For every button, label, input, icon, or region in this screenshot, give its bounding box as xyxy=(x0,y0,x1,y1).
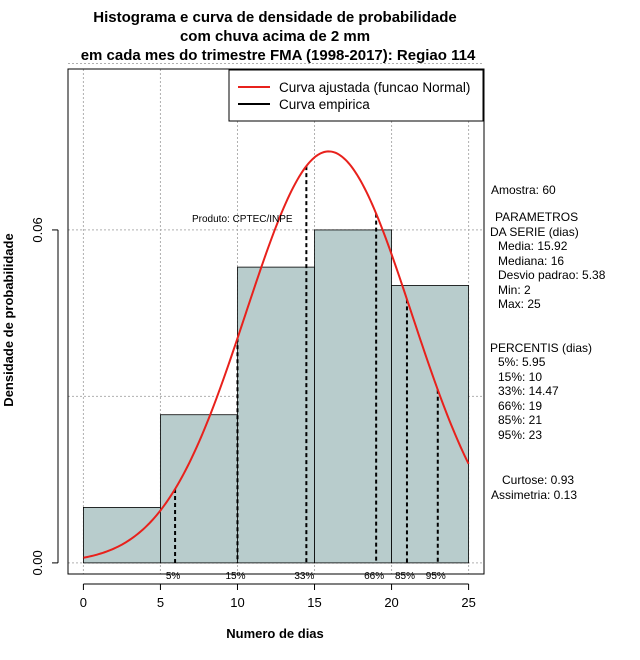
percentil-66: 66%: 19 xyxy=(498,399,542,413)
percentil-15: 15%: 10 xyxy=(498,370,542,384)
percentil-33: 33%: 14.47 xyxy=(498,384,559,398)
normal-curve xyxy=(83,150,470,559)
x-tick-label: 20 xyxy=(384,595,398,610)
product-annotation: Produto: CPTEC/INPE xyxy=(192,214,293,225)
x-tick-label: 10 xyxy=(230,595,244,610)
legend-box xyxy=(228,69,484,122)
legend-normal-label: Curva ajustada (funcao Normal) xyxy=(279,80,470,95)
chart-title-line-1: Histograma e curva de densidade de proba… xyxy=(93,9,456,26)
param-sd: Desvio padrao: 5.38 xyxy=(498,268,606,282)
histogram-bar xyxy=(391,285,469,564)
histogram-bar xyxy=(83,507,161,564)
side-panel: Amostra: 60 PARAMETROS DA SERIE (dias) M… xyxy=(490,183,606,502)
param-mean: Media: 15.92 xyxy=(498,239,568,253)
legend: Curva ajustada (funcao Normal) Curva emp… xyxy=(228,69,484,122)
percentile-lines: 5% 15% 33% 66% 85% 95% xyxy=(166,166,446,582)
chart-title-line-3: em cada mes do trimestre FMA (1998-2017)… xyxy=(81,47,476,64)
percentile-label: 33% xyxy=(294,571,314,582)
x-tick-label: 15 xyxy=(307,595,321,610)
sample-size: Amostra: 60 xyxy=(491,183,556,197)
legend-empirical-label: Curva empirica xyxy=(279,97,370,112)
chart-title-line-2: com chuva acima de 2 mm xyxy=(180,28,370,45)
percentile-label: 95% xyxy=(426,571,446,582)
x-tick-label: 25 xyxy=(461,595,475,610)
percentis-title: PERCENTIS (dias) xyxy=(490,341,592,355)
x-tick-label: 5 xyxy=(157,595,164,610)
params-title-1: PARAMETROS xyxy=(495,210,578,224)
y-axis-title: Densidade de probabilidade xyxy=(1,233,16,406)
density-curves xyxy=(83,150,470,559)
param-median: Mediana: 16 xyxy=(498,254,564,268)
percentil-85: 85%: 21 xyxy=(498,413,542,427)
y-tick-label: 0.06 xyxy=(30,217,45,242)
histogram-bar xyxy=(237,266,315,564)
percentile-label: 5% xyxy=(166,571,181,582)
percentile-label: 66% xyxy=(364,571,384,582)
x-axis-title: Numero de dias xyxy=(226,626,324,641)
percentil-5: 5%: 5.95 xyxy=(498,355,546,369)
curtose: Curtose: 0.93 xyxy=(502,473,574,487)
param-max: Max: 25 xyxy=(498,297,541,311)
y-tick-label: 0.00 xyxy=(30,550,45,575)
percentile-label: 15% xyxy=(225,571,245,582)
assimetria: Assimetria: 0.13 xyxy=(491,488,577,502)
params-title-2: DA SERIE (dias) xyxy=(490,225,579,239)
x-tick-label: 0 xyxy=(80,595,87,610)
percentile-label: 85% xyxy=(395,571,415,582)
plot-frame xyxy=(67,68,485,575)
histogram-bar xyxy=(314,229,392,564)
histogram-bar xyxy=(160,414,238,564)
percentil-95: 95%: 23 xyxy=(498,428,542,442)
axes: 0 5 10 15 20 25 0.00 0.06 xyxy=(30,217,476,610)
histogram-bars xyxy=(83,229,469,564)
param-min: Min: 2 xyxy=(498,283,531,297)
